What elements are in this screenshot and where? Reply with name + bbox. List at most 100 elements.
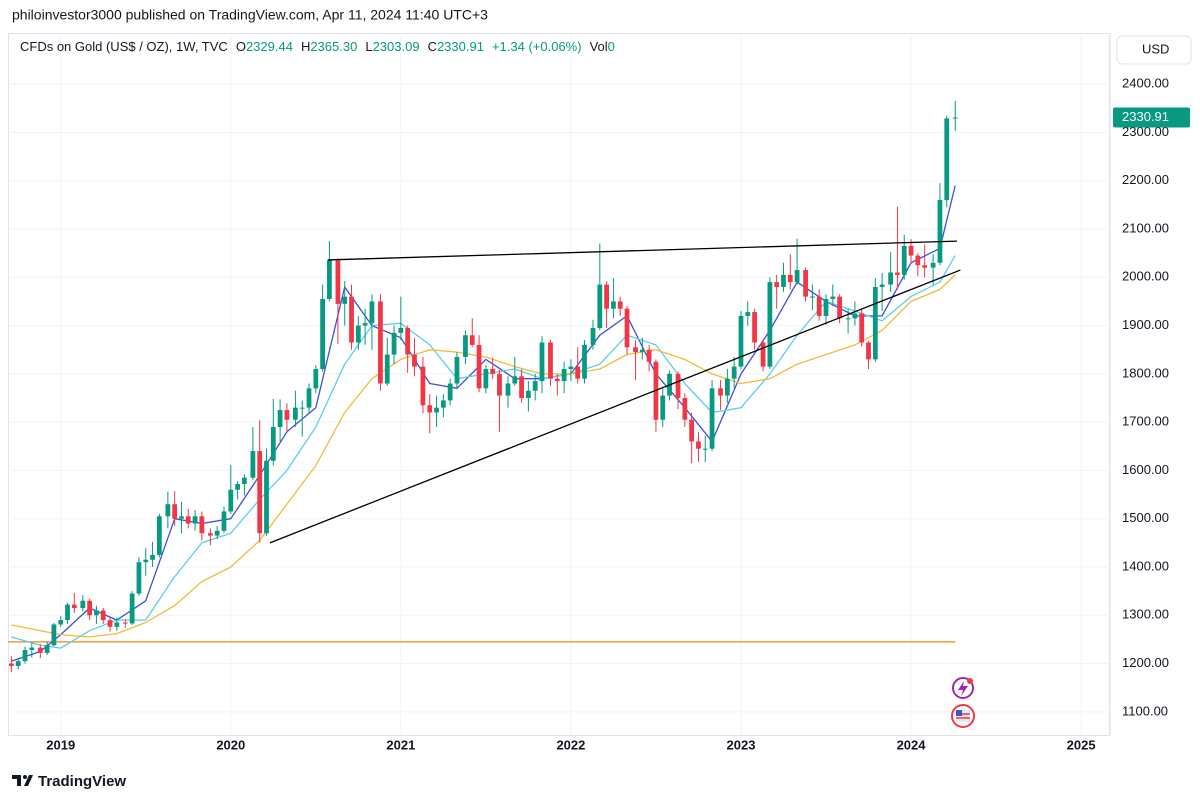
candle-body	[532, 381, 538, 391]
y-tick-label: 1400.00	[1122, 558, 1169, 573]
high-value: 2365.30	[310, 39, 357, 54]
moving-average	[11, 274, 956, 638]
y-tick-label: 1300.00	[1122, 607, 1169, 622]
candle-body	[830, 296, 836, 300]
candle-body	[179, 516, 184, 519]
logo-dot	[23, 775, 27, 779]
candle-body	[355, 325, 361, 343]
candle-body	[235, 483, 240, 490]
candle-body	[554, 378, 560, 382]
candle-body	[270, 426, 276, 461]
y-tick-label: 1100.00	[1122, 703, 1168, 718]
x-tick-label: 2022	[556, 737, 585, 752]
candle-body	[823, 299, 829, 316]
candle-body	[872, 286, 878, 360]
candle-body	[568, 366, 574, 370]
candle-body	[845, 318, 851, 320]
y-tick-label: 2000.00	[1122, 269, 1169, 284]
footer-brand: TradingView	[38, 773, 126, 790]
candle-body	[349, 296, 354, 343]
candle-body	[774, 282, 780, 287]
candle-body	[519, 376, 524, 399]
grid	[8, 33, 1110, 735]
candle-body	[37, 647, 43, 653]
candle-body	[590, 327, 596, 345]
change-value: +1.34 (+0.06%)	[492, 39, 582, 54]
candle-body	[604, 284, 609, 309]
candle-body	[696, 441, 701, 449]
candle-body	[675, 373, 681, 399]
candle-body	[611, 301, 616, 309]
candle-body	[342, 296, 348, 304]
candle-body	[794, 270, 800, 283]
candle-body	[51, 624, 57, 646]
candle-body	[156, 516, 162, 555]
candle-body	[689, 419, 695, 442]
candle-body	[469, 335, 475, 345]
y-tick-label: 1800.00	[1122, 365, 1169, 380]
candle-body	[242, 477, 247, 484]
candle-body	[497, 373, 502, 396]
candle-body	[930, 262, 936, 268]
y-tick-label: 1200.00	[1122, 655, 1169, 670]
candle-body	[420, 366, 426, 406]
candle-body	[633, 347, 638, 353]
candle-body	[378, 301, 383, 384]
candle-body	[172, 504, 178, 519]
lightning-icon	[958, 681, 968, 696]
y-tick-label: 1500.00	[1122, 510, 1169, 525]
candle-body	[476, 344, 482, 389]
candle-body	[427, 405, 433, 413]
candle-body	[192, 516, 198, 524]
y-tick-label: 2100.00	[1122, 220, 1169, 235]
candle-body	[895, 272, 900, 275]
candle-body	[71, 604, 77, 609]
candle-body	[136, 562, 142, 594]
candle-body	[143, 559, 149, 563]
footer-logo: TradingView	[12, 773, 126, 790]
candle-body	[391, 332, 397, 355]
trend-line	[327, 240, 957, 261]
low-value: 2303.09	[373, 39, 420, 54]
currency[interactable]: USD	[1142, 41, 1169, 56]
candle-body	[781, 274, 786, 287]
y-tick-label: 1900.00	[1122, 317, 1169, 332]
candle-body	[306, 388, 312, 408]
close-label: C	[428, 39, 437, 54]
volume-value: 0	[608, 39, 615, 54]
candle-body	[810, 296, 815, 298]
price-tag-label: 2330.91	[1122, 109, 1169, 124]
candle-body	[660, 395, 666, 420]
currency-button[interactable]	[1116, 35, 1192, 65]
candle-body	[639, 349, 645, 353]
x-tick-label: 2019	[46, 737, 75, 752]
candle-body	[100, 610, 106, 621]
candle-body	[369, 301, 375, 324]
candle-body	[447, 383, 453, 401]
plot	[8, 100, 961, 673]
logo-mark	[12, 775, 33, 786]
candle-body	[837, 296, 842, 319]
candle-body	[65, 604, 70, 621]
candle-body	[384, 354, 390, 384]
candle-body	[9, 663, 14, 666]
candle-body	[852, 313, 858, 319]
event-dot	[967, 678, 973, 684]
y-tick-label: 1600.00	[1122, 462, 1169, 477]
candle-body	[313, 369, 319, 389]
candle-body	[803, 270, 808, 297]
candle-body	[29, 647, 35, 651]
candle-body	[888, 272, 894, 285]
candle-body	[866, 342, 871, 360]
candle-body	[293, 407, 298, 420]
candle-body	[15, 661, 21, 666]
legend-row: CFDs on Gold (US$ / OZ), 1W, TVC O2329.44…	[20, 39, 615, 54]
x-tick-label: 2024	[897, 737, 927, 752]
candle-body	[463, 335, 468, 357]
candle-body	[87, 600, 93, 616]
candle-body	[250, 451, 256, 478]
candle-body	[787, 274, 793, 283]
candle-body	[682, 398, 688, 420]
